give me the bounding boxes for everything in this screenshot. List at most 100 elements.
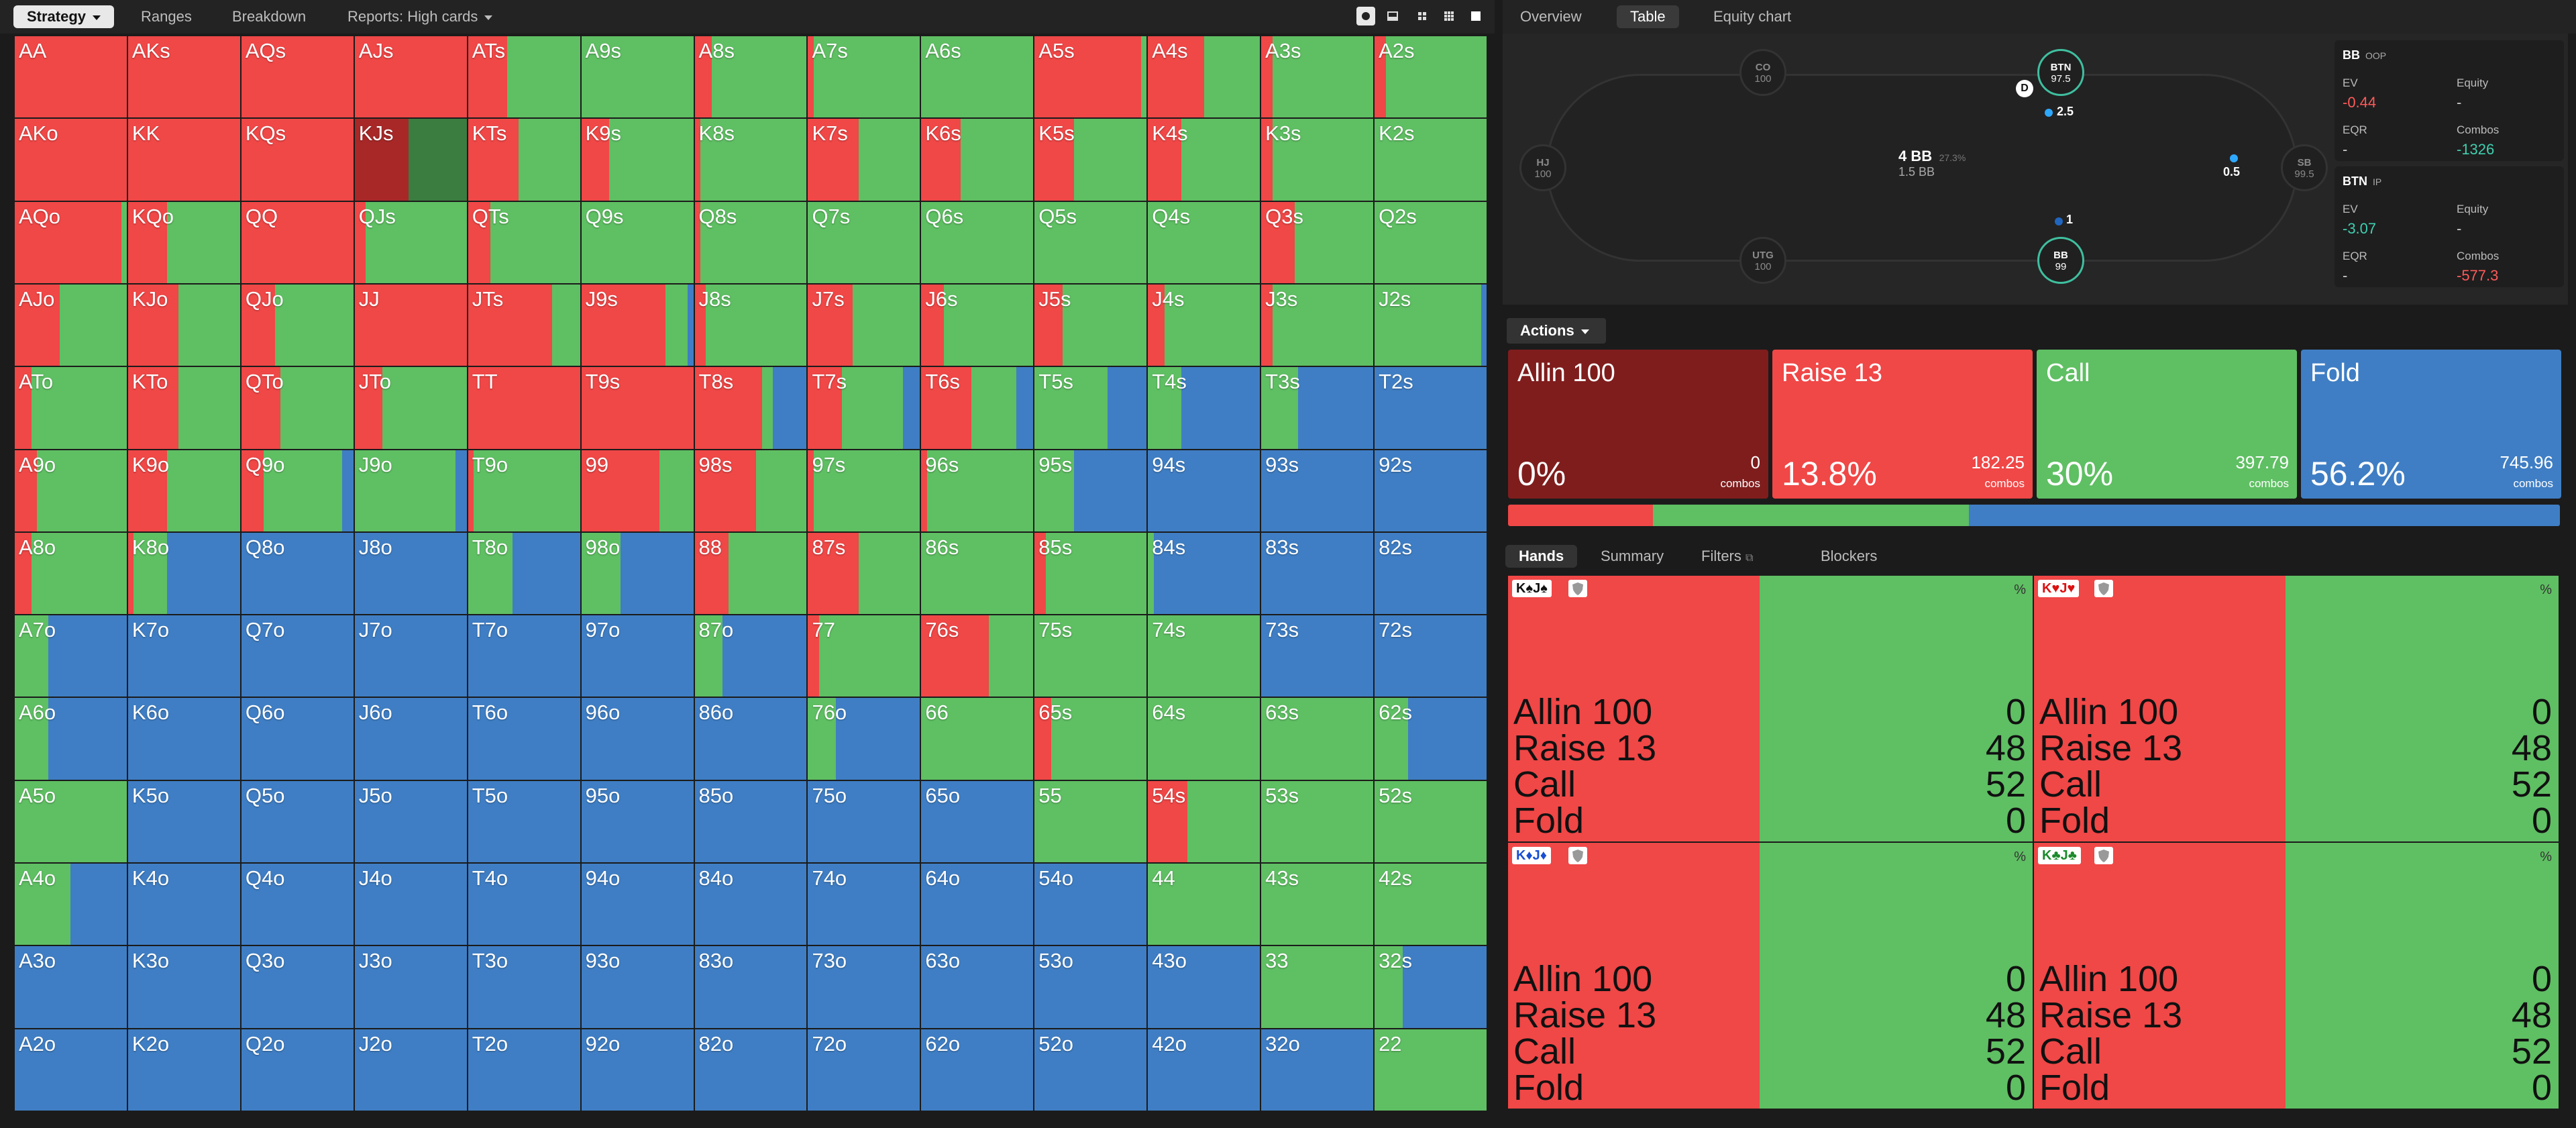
grid-cell-AA[interactable]: AA [15,36,128,119]
seat-co[interactable]: CO 100 [1739,49,1786,96]
grid-cell-J8o[interactable]: J8o [354,532,468,616]
grid-cell-32s[interactable]: 32s [1375,946,1488,1029]
grid-cell-T4s[interactable]: T4s [1148,367,1262,450]
grid-cell-T7o[interactable]: T7o [468,615,582,699]
action-card-fold[interactable]: Fold 56.2% 745.96 combos [2301,350,2561,499]
grid-cell-97o[interactable]: 97o [581,615,695,699]
grid-cell-Q4s[interactable]: Q4s [1148,201,1262,285]
grid-cell-32o[interactable]: 32o [1261,1029,1375,1112]
grid-cell-86o[interactable]: 86o [694,698,808,781]
actions-dropdown[interactable]: Actions [1507,318,1606,344]
grid-cell-T4o[interactable]: T4o [468,864,582,947]
grid-cell-Q6s[interactable]: Q6s [921,201,1035,285]
grid-cell-Q9s[interactable]: Q9s [581,201,695,285]
grid-cell-AJs[interactable]: AJs [354,36,468,119]
grid-cell-J8s[interactable]: J8s [694,284,808,368]
grid-cell-88[interactable]: 88 [694,532,808,616]
seat-utg[interactable]: UTG 100 [1739,237,1786,284]
grid-cell-76o[interactable]: 76o [808,698,922,781]
grid-cell-52o[interactable]: 52o [1034,1029,1148,1112]
grid-cell-74s[interactable]: 74s [1148,615,1262,699]
grid-cell-94s[interactable]: 94s [1148,450,1262,533]
grid-cell-64s[interactable]: 64s [1148,698,1262,781]
grid-cell-K8o[interactable]: K8o [127,532,241,616]
grid-cell-94o[interactable]: 94o [581,864,695,947]
seat-bb[interactable]: BB 99 [2037,237,2084,284]
grid-cell-KTs[interactable]: KTs [468,119,582,202]
grid-cell-A3o[interactable]: A3o [15,946,128,1029]
grid-cell-T8s[interactable]: T8s [694,367,808,450]
grid-cell-63s[interactable]: 63s [1261,698,1375,781]
tab-table[interactable]: Table [1617,5,1679,28]
compact-grid-icon[interactable] [1413,7,1432,25]
split-view-icon[interactable] [1383,7,1402,25]
grid-cell-A8s[interactable]: A8s [694,36,808,119]
tab-blockers[interactable]: Blockers [1821,548,1878,564]
grid-icon[interactable] [1440,7,1458,25]
grid-cell-72o[interactable]: 72o [808,1029,922,1112]
grid-cell-K4s[interactable]: K4s [1148,119,1262,202]
grid-cell-KTo[interactable]: KTo [127,367,241,450]
grid-cell-Q5o[interactable]: Q5o [241,780,355,864]
grid-cell-95o[interactable]: 95o [581,780,695,864]
grid-cell-J6o[interactable]: J6o [354,698,468,781]
grid-cell-A4s[interactable]: A4s [1148,36,1262,119]
grid-cell-A2o[interactable]: A2o [15,1029,128,1112]
grid-cell-83o[interactable]: 83o [694,946,808,1029]
grid-cell-44[interactable]: 44 [1148,864,1262,947]
grid-cell-43o[interactable]: 43o [1148,946,1262,1029]
grid-cell-TT[interactable]: TT [468,367,582,450]
grid-cell-KJo[interactable]: KJo [127,284,241,368]
tab-summary[interactable]: Summary [1601,548,1664,564]
grid-cell-AJo[interactable]: AJo [15,284,128,368]
grid-cell-92o[interactable]: 92o [581,1029,695,1112]
grid-cell-63o[interactable]: 63o [921,946,1035,1029]
grid-cell-T2s[interactable]: T2s [1375,367,1488,450]
grid-cell-K6s[interactable]: K6s [921,119,1035,202]
grid-cell-53o[interactable]: 53o [1034,946,1148,1029]
grid-cell-J5s[interactable]: J5s [1034,284,1148,368]
grid-cell-K4o[interactable]: K4o [127,864,241,947]
grid-cell-J5o[interactable]: J5o [354,780,468,864]
tab-overview[interactable]: Overview [1520,8,1582,25]
hand-combo-card[interactable]: K♦J♦% Allin 100 0 Raise 13 48 Call 52 Fold 0 [1508,843,2033,1109]
grid-cell-JTs[interactable]: JTs [468,284,582,368]
grid-cell-KK[interactable]: KK [127,119,241,202]
grid-cell-T6o[interactable]: T6o [468,698,582,781]
hand-combo-card[interactable]: K♠J♠% Allin 100 0 Raise 13 48 Call 52 Fold 0 [1508,576,2033,841]
cards-icon[interactable] [1356,7,1375,25]
grid-cell-J2o[interactable]: J2o [354,1029,468,1112]
grid-cell-K2o[interactable]: K2o [127,1029,241,1112]
grid-cell-85o[interactable]: 85o [694,780,808,864]
grid-cell-64o[interactable]: 64o [921,864,1035,947]
grid-cell-AQo[interactable]: AQo [15,201,128,285]
grid-cell-K7o[interactable]: K7o [127,615,241,699]
grid-cell-JJ[interactable]: JJ [354,284,468,368]
grid-cell-T9s[interactable]: T9s [581,367,695,450]
grid-cell-ATo[interactable]: ATo [15,367,128,450]
grid-cell-95s[interactable]: 95s [1034,450,1148,533]
grid-cell-K5s[interactable]: K5s [1034,119,1148,202]
grid-cell-T9o[interactable]: T9o [468,450,582,533]
grid-cell-87s[interactable]: 87s [808,532,922,616]
grid-cell-86s[interactable]: 86s [921,532,1035,616]
grid-cell-42s[interactable]: 42s [1375,864,1488,947]
grid-cell-T7s[interactable]: T7s [808,367,922,450]
tab-breakdown[interactable]: Breakdown [232,8,307,25]
hand-combo-card[interactable]: K♣J♣% Allin 100 0 Raise 13 48 Call 52 Fold 0 [2034,843,2559,1109]
grid-cell-T8o[interactable]: T8o [468,532,582,616]
grid-cell-33[interactable]: 33 [1261,946,1375,1029]
grid-cell-A2s[interactable]: A2s [1375,36,1488,119]
grid-cell-J2s[interactable]: J2s [1375,284,1488,368]
grid-cell-AQs[interactable]: AQs [241,36,355,119]
grid-cell-J4s[interactable]: J4s [1148,284,1262,368]
grid-cell-Q7o[interactable]: Q7o [241,615,355,699]
grid-cell-J7s[interactable]: J7s [808,284,922,368]
grid-cell-Q5s[interactable]: Q5s [1034,201,1148,285]
grid-cell-ATs[interactable]: ATs [468,36,582,119]
grid-cell-82o[interactable]: 82o [694,1029,808,1112]
grid-cell-82s[interactable]: 82s [1375,532,1488,616]
grid-cell-Q3o[interactable]: Q3o [241,946,355,1029]
grid-cell-Q4o[interactable]: Q4o [241,864,355,947]
grid-cell-J3s[interactable]: J3s [1261,284,1375,368]
